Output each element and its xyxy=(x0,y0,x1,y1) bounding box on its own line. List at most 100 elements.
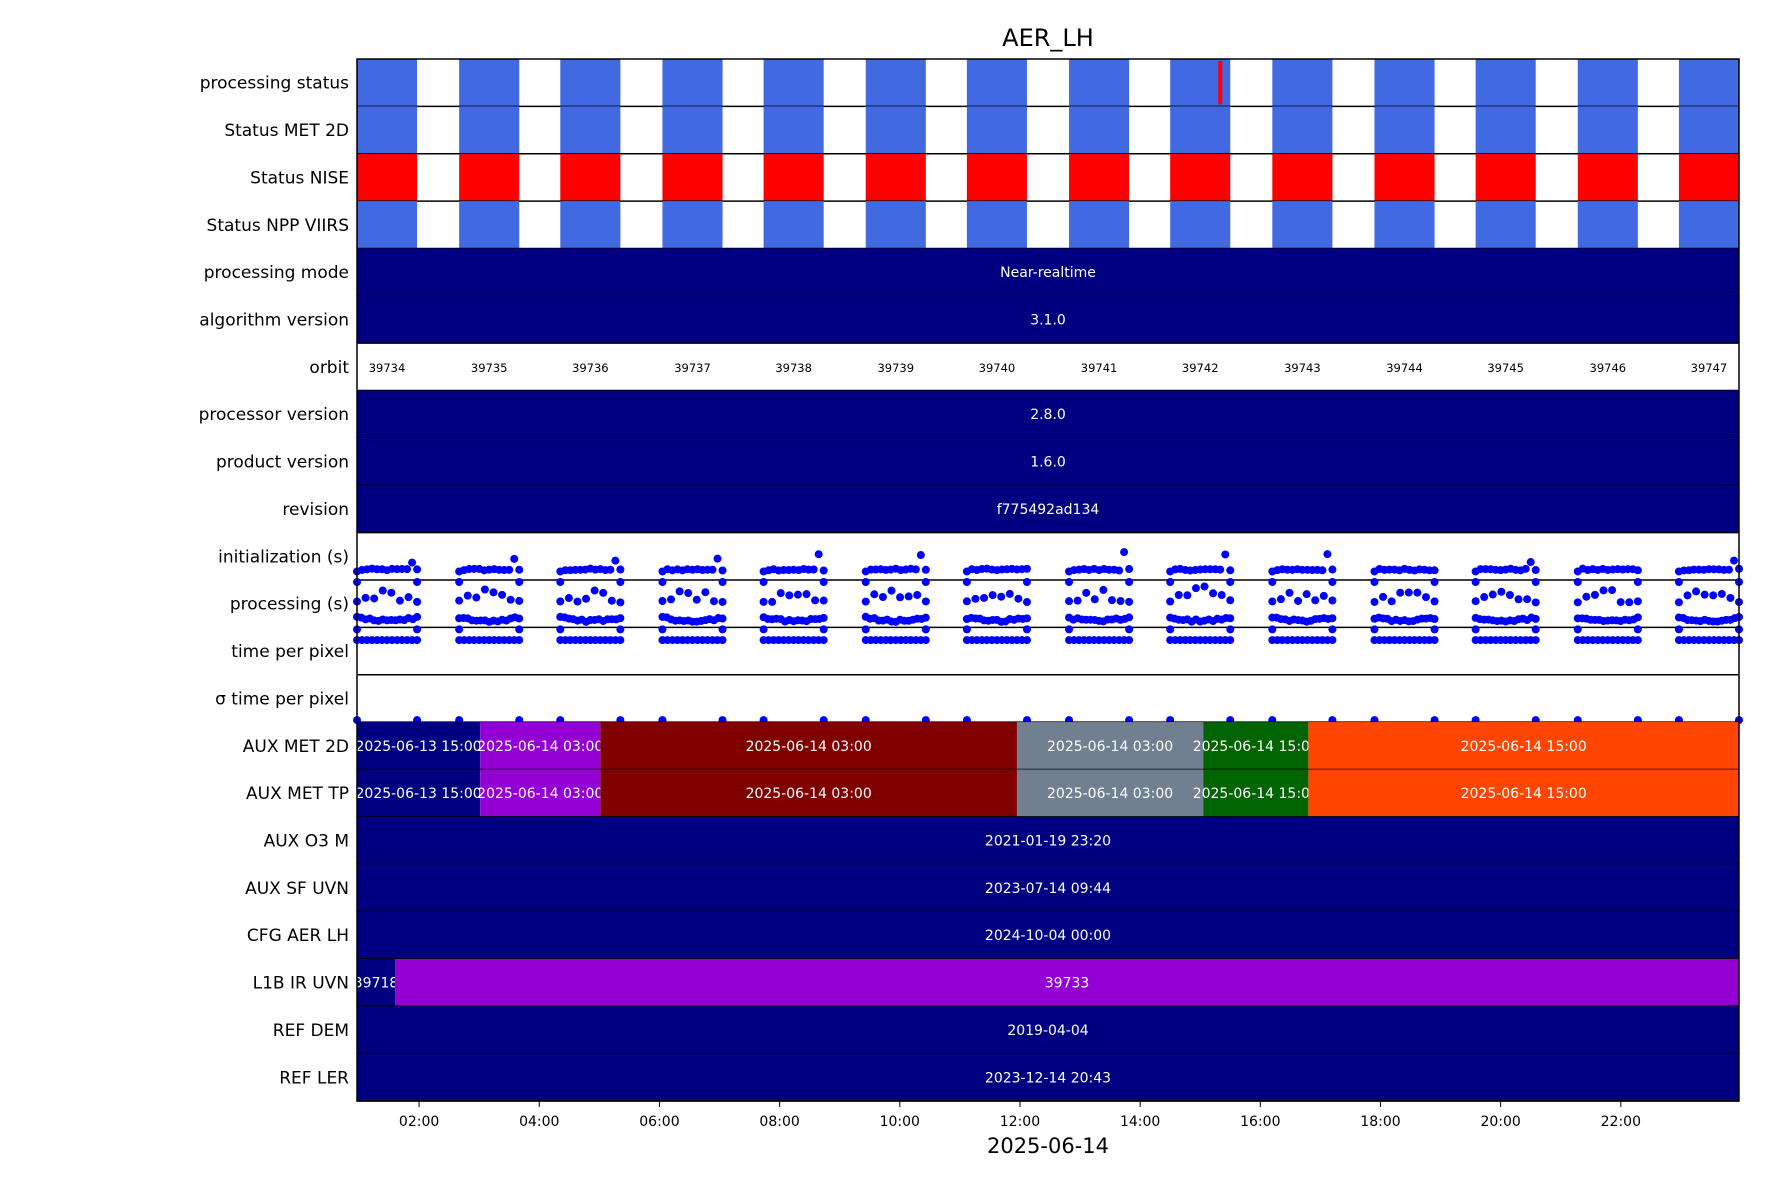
scatter-point xyxy=(1217,591,1226,600)
scatter-point xyxy=(667,595,676,604)
segment-label: 2025-06-14 03:00 xyxy=(477,739,603,755)
scatter-point xyxy=(413,597,422,606)
segment-label: 2025-06-14 03:00 xyxy=(1047,739,1173,755)
scatter-point xyxy=(413,625,422,634)
scatter-point xyxy=(455,578,464,586)
scatter-point xyxy=(1633,625,1642,634)
segment-bar xyxy=(600,769,1017,817)
scatter-point xyxy=(1116,597,1125,606)
row-label: AUX O3 M xyxy=(264,832,349,852)
scatter-point xyxy=(616,614,625,623)
scatter-point xyxy=(997,592,1006,601)
x-tick-label: 06:00 xyxy=(639,1114,679,1130)
orbit-block xyxy=(1170,106,1231,154)
scatter-point xyxy=(1421,593,1430,602)
orbit-label: 39737 xyxy=(674,361,711,375)
segment-bar xyxy=(1203,722,1309,770)
x-tick-label: 04:00 xyxy=(519,1114,559,1130)
segment-label: f775492ad134 xyxy=(997,502,1100,518)
x-tick-label: 22:00 xyxy=(1601,1114,1641,1130)
x-tick-label: 02:00 xyxy=(399,1114,439,1130)
orbit-block xyxy=(1069,153,1130,202)
scatter-point xyxy=(802,590,811,599)
scatter-point xyxy=(1323,550,1332,559)
scatter-point xyxy=(1497,587,1506,596)
orbit-label: 39734 xyxy=(369,361,406,375)
scatter-point xyxy=(870,590,879,599)
orbit-block xyxy=(966,106,1027,154)
orbit-block xyxy=(1272,153,1333,202)
scatter-point xyxy=(971,594,980,603)
scatter-point xyxy=(718,597,727,606)
scatter-point xyxy=(819,566,828,575)
scatter-point xyxy=(498,590,507,599)
orbit-label: 39739 xyxy=(877,361,914,375)
row-label: AUX SF UVN xyxy=(245,879,349,899)
row-aux-o3-m: 2021-01-19 23:20 xyxy=(357,816,1739,865)
scatter-point xyxy=(1633,636,1642,645)
scatter-point xyxy=(515,565,524,574)
scatter-point xyxy=(709,597,718,606)
orbit-block xyxy=(1678,59,1739,107)
scatter-point xyxy=(1413,588,1422,597)
scatter-point xyxy=(1022,578,1031,586)
scatter-point xyxy=(1125,613,1134,622)
scatter-point xyxy=(408,558,417,567)
scatter-point xyxy=(718,636,727,645)
scatter-point xyxy=(962,625,971,634)
orbit-block xyxy=(560,153,621,202)
scatter-point xyxy=(1319,591,1328,600)
orbit-block xyxy=(662,153,723,202)
segment-label: 39733 xyxy=(1045,976,1090,992)
scatter-point xyxy=(489,588,498,597)
orbit-label: 39747 xyxy=(1691,361,1728,375)
scatter-point xyxy=(1471,578,1480,586)
segment-bar xyxy=(480,722,601,770)
scatter-point xyxy=(1318,566,1327,575)
scatter-point xyxy=(607,596,616,605)
scatter-point xyxy=(370,594,379,603)
x-tick-label: 18:00 xyxy=(1360,1114,1400,1130)
scatter-point xyxy=(809,565,818,574)
scatter-point xyxy=(1488,590,1497,599)
scatter-point xyxy=(1200,582,1209,591)
scatter-point xyxy=(1531,578,1540,586)
segment-label: 2025-06-14 03:00 xyxy=(746,786,872,802)
segment-label: 2025-06-14 03:00 xyxy=(477,786,603,802)
scatter-point xyxy=(1328,636,1337,645)
scatter-point xyxy=(861,578,870,586)
scatter-point xyxy=(1573,598,1582,607)
segment-bar xyxy=(357,864,1739,912)
scatter-point xyxy=(606,565,615,574)
scatter-point xyxy=(463,591,472,600)
scatter-point xyxy=(1633,597,1642,606)
scatter-point xyxy=(1729,556,1738,565)
scatter-point xyxy=(658,578,667,586)
x-axis: 02:00 04:00 06:00 08:00 10:00 12:00 14:00 16:00… xyxy=(399,1101,1641,1130)
scatter-point xyxy=(921,597,930,606)
scatter-point xyxy=(506,595,515,604)
scatter-point xyxy=(1531,566,1540,575)
scatter-point xyxy=(1599,586,1608,595)
scatter-point xyxy=(819,613,828,622)
scatter-point xyxy=(1633,578,1642,586)
orbit-block xyxy=(1272,201,1333,249)
scatter-point xyxy=(1709,591,1718,600)
scatter-point xyxy=(1724,565,1733,574)
scatter-point xyxy=(911,565,920,574)
scatter-point xyxy=(1226,578,1235,586)
orbit-block xyxy=(357,59,418,107)
scatter-point xyxy=(1294,596,1303,605)
orbit-block xyxy=(662,59,723,107)
orbit-block xyxy=(1374,59,1435,107)
row-label: algorithm version xyxy=(199,311,349,331)
row-label: product version xyxy=(216,453,349,473)
scatter-point xyxy=(1430,566,1439,575)
scatter-point xyxy=(616,578,625,586)
scatter-point xyxy=(1514,595,1523,604)
scatter-point xyxy=(1726,593,1735,602)
row-product-version: 1.6.0 xyxy=(357,437,1739,487)
scatter-point xyxy=(395,596,404,605)
